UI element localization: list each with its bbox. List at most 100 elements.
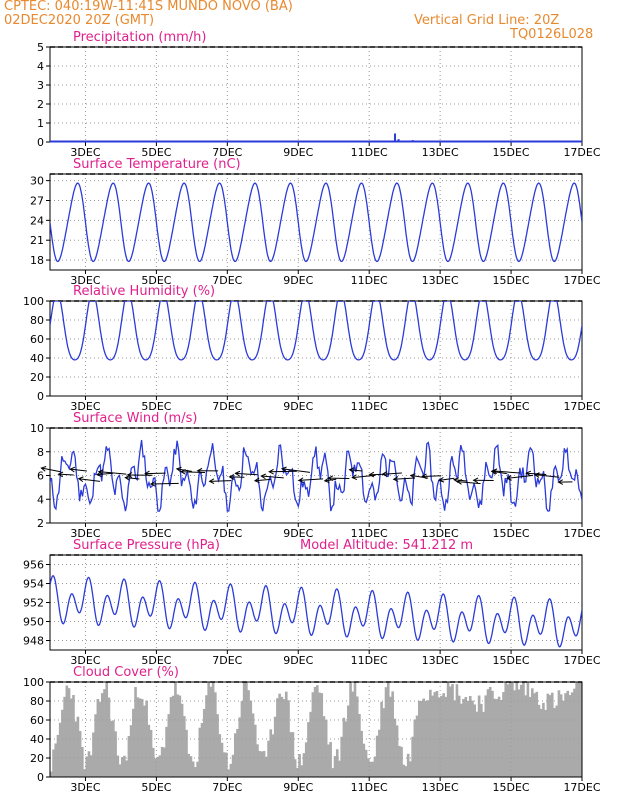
y-tick-label: 0 <box>37 136 44 149</box>
cloud-bar <box>69 698 73 777</box>
cloud-bar <box>293 759 297 777</box>
wind-arrow-head <box>40 466 47 472</box>
x-tick-label: 17DEC <box>563 274 600 287</box>
x-tick-label: 7DEC <box>212 274 242 287</box>
cloud-bar <box>282 699 286 777</box>
cloud-bar <box>466 700 470 777</box>
y-tick-label: 1 <box>37 117 44 130</box>
cloud-bar <box>245 682 248 777</box>
cloud-bar <box>233 733 237 777</box>
wind-arrow-head <box>297 477 304 483</box>
cloud-bar <box>462 699 465 777</box>
cloud-bar <box>570 692 574 777</box>
cloud-bar <box>194 767 197 777</box>
cloud-bar <box>225 752 228 777</box>
cloud-bar <box>265 756 268 777</box>
x-tick-label: 11DEC <box>351 400 388 413</box>
y-tick-label: 20 <box>30 752 44 765</box>
wind-arrow <box>58 473 74 476</box>
cloud-bar <box>209 686 213 777</box>
y-tick-label: 100 <box>23 676 44 689</box>
cloud-bar <box>553 708 556 777</box>
wind-arrow-head <box>438 476 445 483</box>
cloud-bar <box>417 700 421 777</box>
y-tick-label: 100 <box>23 295 44 308</box>
cloud-bar <box>322 716 326 777</box>
cloud-bar <box>258 751 261 777</box>
cloud-bar <box>269 729 273 777</box>
cloud-bar <box>495 699 499 777</box>
x-tick-label: 3DEC <box>70 146 100 159</box>
header-datetime: 02DEC2020 20Z (GMT) <box>4 13 155 28</box>
cloud-bar <box>442 693 445 777</box>
cloud-bar <box>562 700 565 777</box>
cloud-bar <box>355 696 359 777</box>
cloud-bar <box>480 703 483 777</box>
wind-arrow-head <box>180 469 186 475</box>
wind-arrow <box>269 470 297 473</box>
wind-arrow <box>382 472 402 475</box>
cloud-bar <box>220 742 224 777</box>
cloud-bar <box>302 753 306 777</box>
x-tick-label: 17DEC <box>563 146 600 159</box>
cloud-bar <box>531 688 534 777</box>
cloud-bar <box>477 695 481 777</box>
x-tick-label: 3DEC <box>70 527 100 540</box>
cloud-bar <box>278 693 281 777</box>
x-tick-label: 17DEC <box>563 527 600 540</box>
cloud-bar <box>89 755 93 777</box>
cloud-bar <box>398 745 401 777</box>
cloud-bar <box>535 691 539 777</box>
cloud-bar <box>378 729 381 777</box>
panel-title: Relative Humidity (%) <box>73 284 215 299</box>
wind-arrow <box>457 481 481 485</box>
cloud-bar <box>573 688 576 777</box>
cloud-bar <box>236 728 239 777</box>
cloud-bar <box>191 761 195 777</box>
wind-arrow-head <box>144 470 150 477</box>
precip-bar <box>138 141 141 142</box>
cloud-bar <box>544 709 547 777</box>
x-tick-label: 15DEC <box>493 274 530 287</box>
cloud-bar <box>515 682 519 777</box>
cloud-bar <box>369 761 372 777</box>
wind-arrow-head <box>175 466 182 473</box>
x-tick-label: 5DEC <box>141 654 171 667</box>
x-tick-label: 11DEC <box>351 781 388 794</box>
cloud-bar <box>362 743 366 777</box>
cloud-bar <box>313 686 317 777</box>
x-tick-label: 5DEC <box>141 527 171 540</box>
y-tick-label: 4 <box>37 60 44 73</box>
cloud-bar <box>393 718 397 777</box>
cloud-bar <box>216 714 219 777</box>
cloud-bar <box>300 765 304 777</box>
cloud-bar <box>81 746 84 777</box>
cloud-bar <box>380 701 383 777</box>
cloud-bar <box>76 716 80 777</box>
cloud-bar <box>413 719 417 777</box>
cloud-bar <box>198 727 202 777</box>
wind-arrow-head <box>234 470 241 477</box>
wind-arrow-head <box>77 476 84 483</box>
wind-arrow <box>209 480 232 482</box>
precip-bar <box>411 140 414 142</box>
cloud-bar <box>548 695 552 777</box>
precip-bar <box>394 133 397 142</box>
cloud-bar <box>400 746 403 777</box>
cloud-bar <box>473 704 476 777</box>
cloud-bar <box>457 695 461 777</box>
y-tick-label: 4 <box>37 493 44 506</box>
cloud-bar <box>406 753 410 777</box>
cloud-bar <box>522 682 525 777</box>
wind-arrow-head <box>57 471 64 478</box>
cloud-bar <box>205 695 208 777</box>
cloud-bar <box>318 692 321 777</box>
y-tick-label: 952 <box>23 597 44 610</box>
cloud-bar <box>125 760 128 777</box>
cloud-bar <box>298 754 301 777</box>
cloud-bar <box>431 695 434 777</box>
cloud-bar <box>316 685 319 777</box>
cloud-bar <box>214 692 217 777</box>
cloud-bar <box>105 682 109 777</box>
